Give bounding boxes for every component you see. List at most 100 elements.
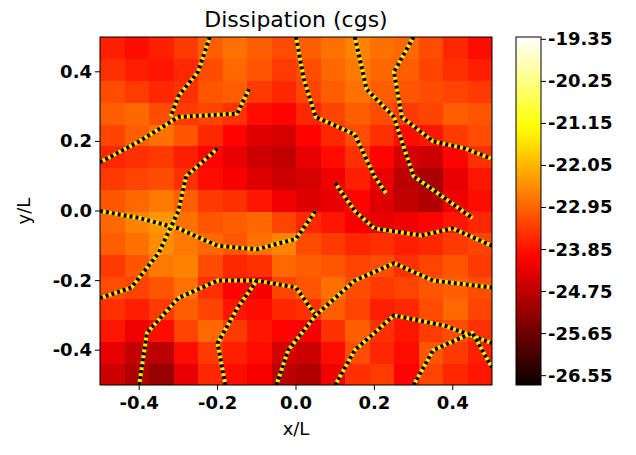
- cell: [468, 168, 493, 190]
- cell: [468, 124, 493, 146]
- cell: [419, 37, 444, 59]
- cell: [272, 124, 297, 146]
- cell: [100, 342, 125, 364]
- cell: [419, 81, 444, 103]
- cell: [468, 102, 493, 124]
- cell: [198, 81, 223, 103]
- x-tick: [217, 385, 218, 390]
- colorbar-tick-label: -23.85: [548, 239, 612, 260]
- colorbar-tick: [541, 39, 546, 40]
- frame: [100, 37, 492, 385]
- contour-under: [100, 89, 249, 162]
- cell: [321, 255, 346, 277]
- cell: [419, 146, 444, 168]
- colorbar-tick-label: -22.95: [548, 196, 612, 217]
- cell: [272, 320, 297, 342]
- cell: [394, 276, 419, 298]
- cell: [125, 81, 150, 103]
- cell: [149, 363, 174, 385]
- y-tick-label: -0.4: [53, 339, 92, 360]
- colorbar-tick-label: -20.25: [548, 70, 612, 91]
- cell: [247, 146, 272, 168]
- cell: [247, 211, 272, 233]
- cell: [272, 146, 297, 168]
- cell: [296, 124, 321, 146]
- cell: [149, 342, 174, 364]
- cell: [468, 37, 493, 59]
- x-tick: [374, 385, 375, 390]
- contour: [276, 263, 492, 385]
- cell: [321, 37, 346, 59]
- y-tick: [95, 141, 100, 142]
- colorbar-tick: [541, 165, 546, 166]
- cell: [443, 81, 468, 103]
- cell: [223, 59, 248, 81]
- cell: [419, 102, 444, 124]
- contour: [100, 148, 218, 298]
- cell: [272, 168, 297, 190]
- cell: [296, 168, 321, 190]
- colorbar-tick-label: -22.05: [548, 154, 612, 175]
- cell: [321, 342, 346, 364]
- cell: [296, 255, 321, 277]
- cell: [247, 124, 272, 146]
- cell: [468, 211, 493, 233]
- cell: [321, 211, 346, 233]
- cell: [321, 233, 346, 255]
- cell: [345, 168, 370, 190]
- cell: [100, 37, 125, 59]
- cell: [321, 168, 346, 190]
- cell: [223, 37, 248, 59]
- contour: [394, 37, 492, 159]
- cell: [223, 233, 248, 255]
- cell: [125, 102, 150, 124]
- cell: [370, 189, 395, 211]
- cell: [223, 124, 248, 146]
- y-tick-label: 0.4: [60, 61, 92, 82]
- cell: [247, 59, 272, 81]
- cell: [174, 146, 199, 168]
- colorbar-tick-label: -24.75: [548, 281, 612, 302]
- y-tick-label: -0.2: [53, 270, 92, 291]
- colorbar: [516, 37, 541, 385]
- cell: [443, 255, 468, 277]
- cell: [296, 298, 321, 320]
- cell: [125, 189, 150, 211]
- cell: [174, 37, 199, 59]
- cell: [443, 298, 468, 320]
- cell: [247, 81, 272, 103]
- contour-under: [139, 281, 315, 385]
- y-tick-label: 0.2: [60, 130, 92, 151]
- y-tick-label: 0.0: [60, 200, 92, 221]
- contour-under: [355, 37, 473, 218]
- x-tick: [452, 385, 453, 390]
- cell: [174, 255, 199, 277]
- cell: [443, 168, 468, 190]
- cell: [100, 81, 125, 103]
- cell: [321, 81, 346, 103]
- colorbar-tick: [541, 249, 546, 250]
- cell: [272, 37, 297, 59]
- cell: [345, 298, 370, 320]
- cell: [419, 255, 444, 277]
- cell: [125, 233, 150, 255]
- x-tick: [139, 385, 140, 390]
- cell: [468, 189, 493, 211]
- cell: [296, 146, 321, 168]
- cell: [394, 189, 419, 211]
- cell: [370, 59, 395, 81]
- cell: [125, 59, 150, 81]
- cell: [247, 37, 272, 59]
- cell: [321, 276, 346, 298]
- cell: [443, 233, 468, 255]
- cell: [370, 276, 395, 298]
- cell: [247, 168, 272, 190]
- contour: [139, 281, 315, 385]
- cell: [100, 363, 125, 385]
- cell: [149, 37, 174, 59]
- cell: [223, 342, 248, 364]
- cell: [443, 102, 468, 124]
- x-tick: [296, 385, 297, 390]
- cell: [198, 124, 223, 146]
- cell: [247, 363, 272, 385]
